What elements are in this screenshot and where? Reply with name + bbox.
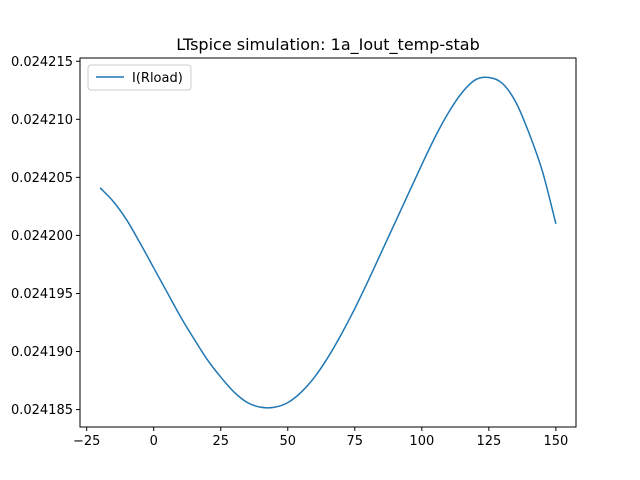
y-tick-label: 0.024195	[11, 287, 73, 302]
x-tick-label: 100	[409, 434, 434, 449]
plot-line-layer	[99, 76, 557, 409]
y-tick-label: 0.024205	[11, 171, 73, 186]
plot-frame	[79, 57, 577, 428]
chart-title: LTspice simulation: 1a_Iout_temp-stab	[176, 35, 480, 55]
y-axis: 0.024185 0.024190 0.024195 0.024200 0.024205…	[11, 55, 80, 418]
x-tick-label: 25	[212, 434, 229, 449]
y-tick-label: 0.024210	[11, 113, 73, 128]
x-tick-label: 150	[543, 434, 568, 449]
y-tick-label: 0.024215	[11, 55, 73, 70]
x-tick-label: −25	[73, 434, 100, 449]
y-tick-label: 0.024200	[11, 229, 73, 244]
x-tick-label: 75	[347, 434, 364, 449]
legend-box	[87, 64, 192, 91]
x-axis: −25 0 25 50 75 100 125 150	[73, 427, 568, 449]
x-tick-label: 125	[476, 434, 501, 449]
y-tick-label: 0.024190	[11, 345, 73, 360]
legend-label: I(Rload)	[132, 71, 183, 86]
x-tick-label: 50	[280, 434, 297, 449]
series-line	[99, 76, 557, 409]
legend: I(Rload)	[87, 64, 192, 91]
y-tick-label: 0.024185	[11, 403, 73, 418]
x-tick-label: 0	[150, 434, 158, 449]
